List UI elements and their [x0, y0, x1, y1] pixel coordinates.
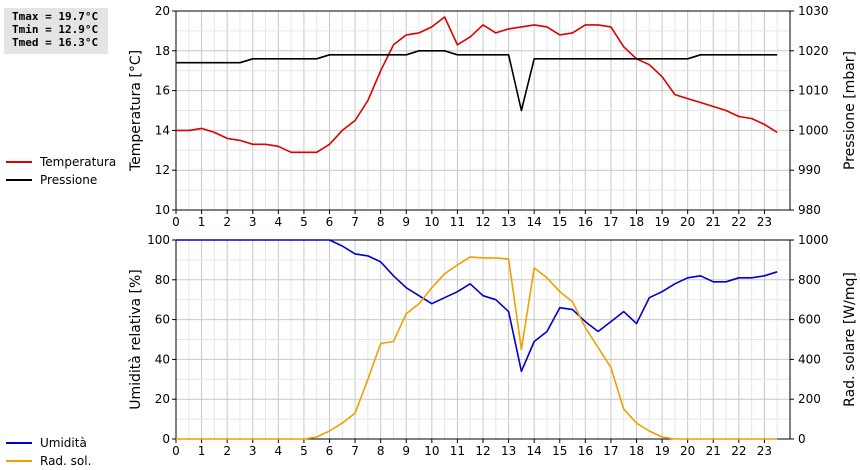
x-tick-label: 9	[402, 444, 410, 458]
series-line-rad-sol	[176, 256, 778, 440]
x-tick-label: 20	[680, 444, 695, 458]
legend-swatch-radsol	[6, 460, 32, 462]
x-tick-label: 10	[424, 444, 439, 458]
y2-axis-title: Pressione [mbar]	[842, 51, 858, 170]
x-tick-label: 21	[706, 215, 721, 229]
x-tick-label: 11	[450, 444, 465, 458]
x-tick-label: 4	[275, 444, 283, 458]
y2-tick-label: 1000	[798, 233, 829, 247]
x-tick-label: 23	[757, 215, 772, 229]
x-tick-label: 10	[424, 215, 439, 229]
x-tick-label: 6	[326, 444, 334, 458]
y-tick-label: 12	[155, 163, 170, 177]
x-tick-label: 1	[198, 444, 206, 458]
y2-tick-label: 1000	[798, 123, 829, 137]
x-tick-label: 11	[450, 215, 465, 229]
x-tick-label: 2	[223, 444, 231, 458]
x-tick-label: 5	[300, 444, 308, 458]
x-tick-label: 9	[402, 215, 410, 229]
y-tick-label: 16	[155, 84, 170, 98]
x-tick-label: 8	[377, 215, 385, 229]
x-tick-label: 6	[326, 215, 334, 229]
x-tick-label: 15	[552, 444, 567, 458]
y-tick-label: 100	[147, 233, 170, 247]
y-tick-label: 20	[155, 4, 170, 18]
y-tick-label: 18	[155, 44, 170, 58]
legend-swatch-pressione	[6, 179, 32, 181]
y-tick-label: 0	[162, 432, 170, 446]
x-tick-label: 0	[172, 444, 180, 458]
x-tick-label: 1	[198, 215, 206, 229]
y-tick-label: 60	[155, 313, 170, 327]
stats-tmax: Tmax = 19.7°C	[12, 10, 99, 23]
x-tick-label: 18	[629, 215, 644, 229]
y-tick-label: 40	[155, 352, 170, 366]
y2-tick-label: 0	[798, 432, 806, 446]
x-tick-label: 13	[501, 444, 516, 458]
x-tick-label: 0	[172, 215, 180, 229]
y2-tick-label: 800	[798, 273, 821, 287]
stats-tmed: Tmed = 16.3°C	[12, 36, 99, 49]
x-tick-label: 22	[731, 215, 746, 229]
legend-label-umidita: Umidità	[40, 436, 87, 450]
x-tick-label: 22	[731, 444, 746, 458]
x-tick-label: 19	[654, 444, 669, 458]
stats-box: Tmax = 19.7°C Tmin = 12.9°C Tmed = 16.3°…	[4, 8, 108, 54]
x-tick-label: 12	[475, 215, 490, 229]
x-tick-label: 12	[475, 444, 490, 458]
x-tick-label: 23	[757, 444, 772, 458]
series-line-umidit	[176, 239, 778, 373]
legend-top: Temperatura Pressione	[6, 153, 116, 189]
series-line-pressione	[176, 49, 778, 112]
y2-tick-label: 200	[798, 392, 821, 406]
x-tick-label: 3	[249, 444, 257, 458]
y2-tick-label: 1010	[798, 84, 829, 98]
y-axis-title: Umidità relativa [%]	[128, 269, 144, 410]
series-line-temperatura	[176, 16, 778, 154]
legend-swatch-umidita	[6, 442, 32, 444]
y-tick-label: 20	[155, 392, 170, 406]
x-tick-label: 7	[351, 444, 359, 458]
x-tick-label: 2	[223, 215, 231, 229]
x-tick-label: 13	[501, 215, 516, 229]
legend-item-umidita: Umidità	[6, 434, 91, 452]
x-tick-label: 16	[578, 215, 593, 229]
x-tick-label: 16	[578, 444, 593, 458]
y2-tick-label: 990	[798, 163, 821, 177]
legend-label-temperatura: Temperatura	[40, 155, 117, 169]
x-tick-label: 21	[706, 444, 721, 458]
x-tick-label: 20	[680, 215, 695, 229]
y-tick-label: 14	[155, 123, 170, 137]
x-tick-label: 15	[552, 215, 567, 229]
y2-tick-label: 1030	[798, 4, 829, 18]
y-tick-label: 80	[155, 273, 170, 287]
x-tick-label: 4	[275, 215, 283, 229]
x-tick-label: 18	[629, 444, 644, 458]
x-tick-label: 5	[300, 215, 308, 229]
y2-tick-label: 1020	[798, 44, 829, 58]
legend-label-pressione: Pressione	[40, 173, 98, 187]
stats-tmin: Tmin = 12.9°C	[12, 23, 99, 36]
x-tick-label: 17	[603, 215, 618, 229]
legend-item-pressione: Pressione	[6, 171, 116, 189]
legend-item-temperatura: Temperatura	[6, 153, 116, 171]
x-tick-label: 14	[527, 444, 542, 458]
y2-tick-label: 980	[798, 203, 821, 217]
x-tick-label: 7	[351, 215, 359, 229]
x-tick-label: 14	[527, 215, 542, 229]
y2-tick-label: 600	[798, 313, 821, 327]
legend-swatch-temperatura	[6, 161, 32, 163]
y2-tick-label: 400	[798, 352, 821, 366]
x-tick-label: 19	[654, 215, 669, 229]
y2-axis-title: Rad. solare [W/mq]	[842, 272, 858, 407]
x-tick-label: 17	[603, 444, 618, 458]
y-tick-label: 10	[155, 203, 170, 217]
x-tick-label: 8	[377, 444, 385, 458]
x-tick-label: 3	[249, 215, 257, 229]
y-axis-title: Temperatura [°C]	[128, 50, 144, 172]
